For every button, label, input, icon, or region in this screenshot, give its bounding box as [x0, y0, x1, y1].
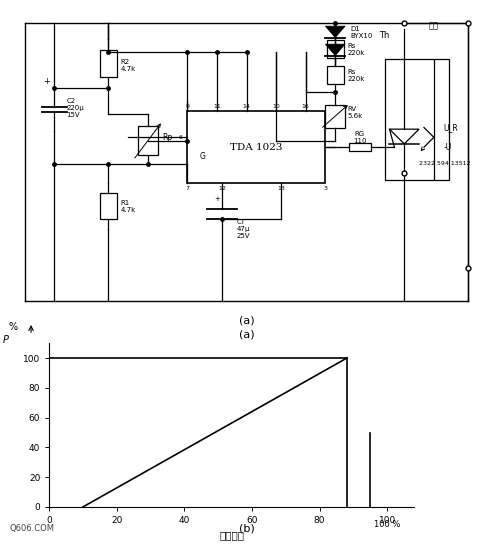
X-axis label: 调整范围: 调整范围 [219, 530, 244, 541]
Text: 100 %: 100 % [374, 520, 400, 529]
Text: RG
110: RG 110 [353, 131, 367, 144]
Text: Rp: Rp [163, 133, 173, 142]
Text: D1
BYX10: D1 BYX10 [350, 26, 372, 39]
Text: 负载: 负载 [429, 22, 439, 31]
Text: RV
5.6k: RV 5.6k [348, 106, 363, 119]
Text: U_R: U_R [444, 123, 458, 132]
Text: %: % [8, 322, 17, 332]
Text: 11: 11 [213, 104, 221, 109]
Text: Th: Th [379, 32, 390, 40]
Text: +: + [43, 77, 50, 86]
Text: (b): (b) [239, 523, 254, 534]
Text: R1
4.7k: R1 4.7k [121, 199, 136, 213]
Text: Q606.COM: Q606.COM [10, 524, 55, 534]
Text: 3: 3 [323, 185, 327, 191]
Text: 14: 14 [243, 104, 250, 109]
Text: 2322 594 13512: 2322 594 13512 [419, 161, 470, 166]
Text: 10: 10 [272, 104, 280, 109]
Text: 7: 7 [185, 185, 189, 191]
Text: 16: 16 [302, 104, 310, 109]
Text: 13: 13 [277, 185, 285, 191]
Text: 6: 6 [178, 135, 182, 140]
Text: TDA 1023: TDA 1023 [230, 143, 282, 152]
Text: Rs
220k: Rs 220k [348, 69, 365, 82]
Text: +: + [214, 196, 220, 203]
Polygon shape [325, 44, 345, 56]
Polygon shape [325, 26, 345, 38]
Text: 9: 9 [185, 104, 189, 109]
Text: (a): (a) [239, 316, 254, 325]
Text: (a): (a) [239, 330, 254, 340]
Text: R2
4.7k: R2 4.7k [121, 59, 136, 72]
Text: -U: -U [444, 143, 452, 152]
Text: CT
47μ
25V: CT 47μ 25V [237, 219, 250, 239]
Text: Rs
220k: Rs 220k [348, 43, 365, 56]
Text: P: P [2, 335, 8, 345]
Text: G: G [199, 153, 205, 161]
Text: 12: 12 [218, 185, 226, 191]
Text: C2
220μ
15V: C2 220μ 15V [67, 98, 84, 118]
